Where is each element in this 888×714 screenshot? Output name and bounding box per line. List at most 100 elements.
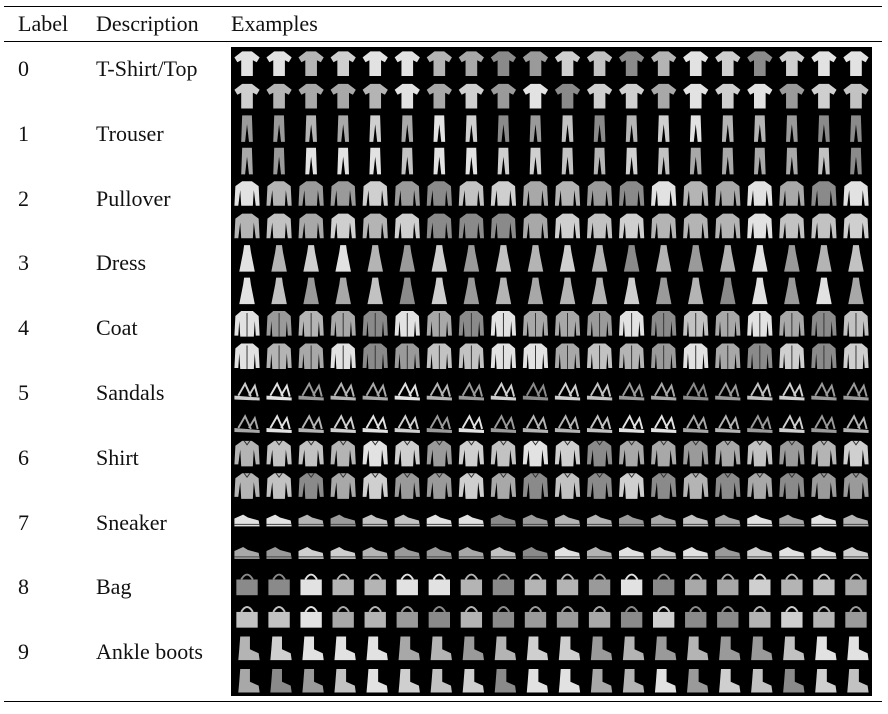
example-glyph-sneaker bbox=[586, 547, 613, 559]
example-glyph-coat bbox=[522, 311, 549, 337]
example-glyph-dress bbox=[687, 277, 704, 305]
example-glyph-dress bbox=[367, 245, 383, 272]
example-glyph-trouser bbox=[369, 147, 382, 175]
example-glyph-sandal bbox=[458, 381, 484, 401]
example-glyph-trouser bbox=[593, 147, 606, 175]
example-glyph-sandal bbox=[554, 381, 581, 401]
example-glyph-boot bbox=[558, 668, 581, 693]
example-glyph-sandal bbox=[362, 381, 388, 401]
example-glyph-boot bbox=[270, 636, 292, 661]
example-glyph-sneaker bbox=[458, 547, 484, 559]
example-glyph-sandal bbox=[266, 381, 292, 401]
example-glyph-shirt bbox=[779, 472, 805, 499]
example-glyph-coat bbox=[266, 311, 292, 337]
example-glyph-pullover bbox=[490, 213, 517, 239]
example-glyph-dress bbox=[752, 277, 768, 305]
example-glyph-sandal bbox=[266, 414, 292, 433]
example-glyph-trouser bbox=[657, 115, 670, 142]
example-glyph-boot bbox=[719, 636, 741, 661]
example-glyph-coat bbox=[715, 343, 741, 370]
example-glyph-boot bbox=[334, 636, 356, 661]
example-glyph-sandal bbox=[394, 414, 420, 433]
example-glyph-dress bbox=[527, 277, 544, 305]
row-description: Bag bbox=[96, 574, 132, 600]
example-glyph-coat bbox=[298, 311, 324, 337]
example-glyph-dress bbox=[848, 245, 864, 272]
example-glyph-pullover bbox=[586, 181, 613, 206]
row-label: 6 bbox=[18, 444, 29, 470]
example-glyph-bag bbox=[653, 573, 675, 596]
example-glyph-coat bbox=[394, 343, 420, 370]
example-glyph-trouser bbox=[721, 115, 734, 142]
row-description: Ankle boots bbox=[96, 639, 203, 665]
example-glyph-dress bbox=[623, 277, 640, 305]
example-glyph-sneaker bbox=[554, 514, 581, 527]
example-glyph-coat bbox=[490, 311, 517, 337]
example-glyph-coat bbox=[522, 343, 549, 370]
example-glyph-bag bbox=[620, 606, 643, 628]
example-glyph-shirt bbox=[426, 440, 452, 467]
example-glyph-sandal bbox=[522, 414, 549, 433]
example-glyph-pullover bbox=[586, 213, 613, 239]
example-glyph-trouser bbox=[625, 147, 638, 175]
example-glyph-sneaker bbox=[747, 547, 773, 559]
example-glyph-tshirt bbox=[426, 51, 452, 77]
example-glyph-sandal bbox=[426, 381, 452, 401]
example-glyph-pullover bbox=[715, 181, 741, 206]
example-glyph-tshirt bbox=[490, 83, 517, 109]
example-glyph-tshirt bbox=[394, 51, 420, 77]
example-glyph-shirt bbox=[747, 440, 773, 467]
example-glyph-coat bbox=[426, 311, 452, 337]
example-glyph-coat bbox=[330, 311, 356, 337]
example-glyph-sandal bbox=[458, 414, 484, 433]
example-glyph-boot bbox=[302, 636, 324, 661]
example-glyph-tshirt bbox=[843, 51, 869, 77]
example-glyph-sneaker bbox=[715, 547, 741, 559]
example-glyph-tshirt bbox=[298, 83, 324, 109]
bottom-rule bbox=[4, 701, 882, 702]
example-glyph-boot bbox=[654, 636, 677, 661]
example-glyph-sneaker bbox=[619, 547, 645, 559]
example-glyph-shirt bbox=[394, 472, 420, 499]
example-glyph-trouser bbox=[369, 115, 382, 142]
example-glyph-tshirt bbox=[619, 51, 645, 77]
example-glyph-pullover bbox=[458, 213, 484, 239]
example-glyph-shirt bbox=[779, 440, 805, 467]
example-glyph-coat bbox=[234, 343, 260, 370]
header-label: Label bbox=[18, 11, 69, 36]
example-glyph-tshirt bbox=[426, 83, 452, 109]
example-glyph-shirt bbox=[586, 472, 613, 499]
example-glyph-pullover bbox=[298, 213, 324, 239]
example-glyph-tshirt bbox=[586, 83, 613, 109]
example-glyph-bag bbox=[813, 573, 835, 596]
example-glyph-bag bbox=[364, 606, 386, 628]
example-glyph-trouser bbox=[273, 115, 285, 142]
example-glyph-tshirt bbox=[266, 83, 292, 109]
example-glyph-boot bbox=[686, 668, 709, 693]
example-glyph-boot bbox=[430, 668, 452, 693]
example-glyph-tshirt bbox=[554, 83, 581, 109]
example-glyph-bag bbox=[268, 573, 290, 596]
example-glyph-pullover bbox=[715, 213, 741, 239]
example-glyph-pullover bbox=[266, 181, 292, 206]
example-glyph-bag bbox=[845, 573, 867, 596]
example-glyph-trouser bbox=[337, 115, 349, 142]
example-glyph-sandal bbox=[234, 414, 260, 433]
example-glyph-boot bbox=[526, 636, 549, 661]
example-glyph-shirt bbox=[234, 440, 260, 467]
example-glyph-coat bbox=[426, 343, 452, 370]
example-glyph-dress bbox=[463, 277, 480, 305]
example-glyph-coat bbox=[619, 311, 645, 337]
example-glyph-pullover bbox=[554, 213, 581, 239]
example-glyph-boot bbox=[590, 668, 613, 693]
example-glyph-trouser bbox=[593, 115, 606, 142]
example-glyph-tshirt bbox=[779, 83, 805, 109]
example-glyph-sneaker bbox=[747, 514, 773, 527]
example-glyph-bag bbox=[749, 573, 771, 596]
row-label: 5 bbox=[18, 380, 29, 405]
example-glyph-shirt bbox=[619, 472, 645, 499]
example-glyph-sandal bbox=[843, 414, 869, 433]
example-glyph-boot bbox=[783, 636, 805, 661]
example-glyph-boot bbox=[494, 636, 517, 661]
example-glyph-shirt bbox=[490, 472, 517, 499]
